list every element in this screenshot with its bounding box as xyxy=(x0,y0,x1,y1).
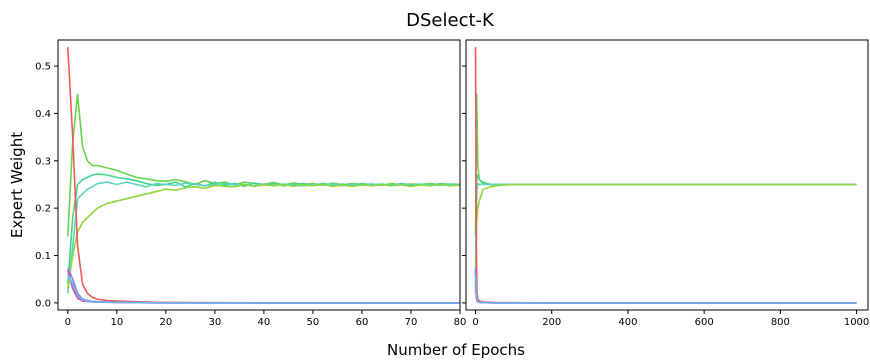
series-line-2 xyxy=(474,174,857,284)
y-tick-label: 0.2 xyxy=(35,204,51,215)
x-tick-label: 70 xyxy=(405,317,418,328)
x-tick-label: 600 xyxy=(695,317,714,328)
x-axis-title: Number of Epochs xyxy=(387,341,525,359)
y-tick-label: 0.5 xyxy=(35,62,51,73)
series-line-7 xyxy=(474,267,857,304)
series-line-6 xyxy=(474,269,857,304)
x-tick-label: 40 xyxy=(258,317,271,328)
x-tick-label: 400 xyxy=(618,317,637,328)
x-tick-label: 60 xyxy=(356,317,369,328)
x-tick-label: 0 xyxy=(65,317,71,328)
y-tick-label: 0.4 xyxy=(35,109,51,120)
x-tick-label: 0 xyxy=(472,317,478,328)
series-line-3 xyxy=(474,182,857,294)
series-line-1 xyxy=(67,93,461,237)
right-plot-panel: 0 200 400 600 800 1000 xyxy=(462,39,869,328)
series-line-6 xyxy=(67,269,460,304)
x-tick-label: 1000 xyxy=(844,317,869,328)
series-line-5 xyxy=(67,47,460,304)
plot-frame xyxy=(57,39,461,311)
x-tick-label: 10 xyxy=(110,317,123,328)
x-tick-label: 800 xyxy=(771,317,790,328)
x-tick-label: 80 xyxy=(454,317,467,328)
x-tick-label: 200 xyxy=(542,317,561,328)
y-tick-label: 0.1 xyxy=(35,251,51,262)
x-tick-label: 30 xyxy=(209,317,222,328)
x-tick-label: 20 xyxy=(159,317,172,328)
x-tick-label: 50 xyxy=(307,317,320,328)
y-tick-label: 0.0 xyxy=(35,298,51,309)
plot-frame xyxy=(465,39,869,311)
series-line-8 xyxy=(67,274,460,304)
series-line-7 xyxy=(67,267,460,304)
series-line-1 xyxy=(474,93,857,237)
left-plot-panel: 0 10 20 30 40 50 60 70 80 0.0 0.1 0.2 0.3 0.4 0.5 xyxy=(35,39,467,328)
series-line-5 xyxy=(474,47,857,304)
series-line-4 xyxy=(474,183,857,289)
y-tick-label: 0.3 xyxy=(35,156,51,167)
series-line-2 xyxy=(67,173,461,285)
chart-title: DSelect-K xyxy=(406,10,495,31)
series-line-4 xyxy=(67,183,461,289)
y-axis-title: Expert Weight xyxy=(8,132,26,238)
series-line-8 xyxy=(474,274,857,304)
